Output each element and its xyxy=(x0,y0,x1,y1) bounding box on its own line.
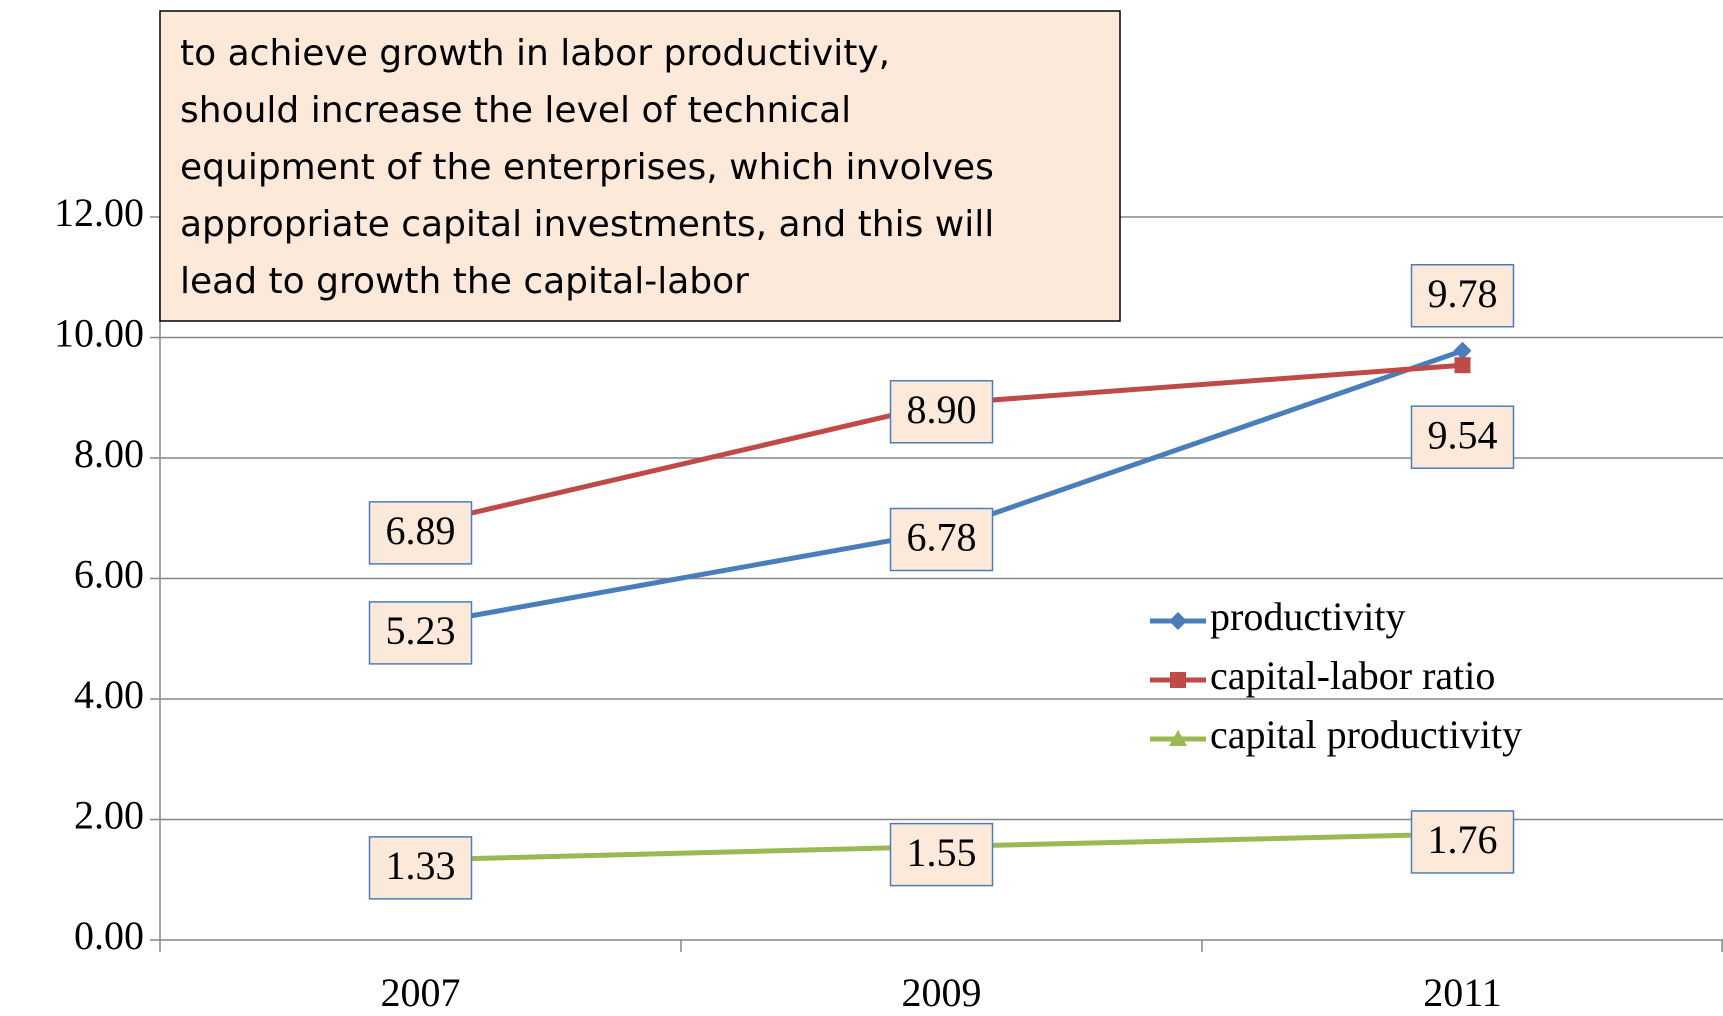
data-label-box xyxy=(368,601,473,665)
data-label: 1.33 xyxy=(368,836,473,900)
legend-label: capital-labor ratio xyxy=(1210,653,1495,698)
data-label-box xyxy=(1410,264,1515,328)
x-tick-label: 2009 xyxy=(902,970,982,1015)
y-tick-label: 4.00 xyxy=(74,672,144,717)
x-tick-label: 2007 xyxy=(381,970,461,1015)
data-label: 6.78 xyxy=(889,507,994,572)
data-label: 1.76 xyxy=(1410,810,1515,874)
y-tick-label: 0.00 xyxy=(74,913,144,958)
marker xyxy=(1170,672,1186,688)
data-label: 8.90 xyxy=(889,380,994,444)
annotation-line: lead to growth the capital-labor xyxy=(180,261,749,302)
marker xyxy=(1454,357,1471,374)
annotation-line: to achieve growth in labor productivity, xyxy=(180,33,890,74)
annotation-line: appropriate capital investments, and thi… xyxy=(180,204,994,245)
y-tick-label: 12.00 xyxy=(54,190,144,235)
data-label: 5.23 xyxy=(368,601,473,665)
data-label-box xyxy=(889,380,994,444)
y-tick-label: 8.00 xyxy=(74,431,144,476)
data-label-text: 9.54 xyxy=(1428,412,1498,457)
data-label-text: 1.33 xyxy=(386,843,456,888)
data-label-box xyxy=(889,822,994,887)
data-label: 6.89 xyxy=(368,501,473,565)
annotation-line: equipment of the enterprises, which invo… xyxy=(180,147,994,188)
data-label-text: 9.78 xyxy=(1428,271,1498,316)
y-tick-label: 2.00 xyxy=(74,793,144,838)
annotation-box xyxy=(159,10,1121,322)
data-label-box xyxy=(1410,810,1515,874)
data-label-box xyxy=(368,836,473,900)
data-label-text: 5.23 xyxy=(386,608,456,653)
legend-label: productivity xyxy=(1210,594,1406,639)
data-label: 1.55 xyxy=(889,822,994,887)
marker xyxy=(1453,341,1472,360)
y-tick-label: 6.00 xyxy=(74,552,144,597)
data-label-box xyxy=(889,507,994,572)
marker xyxy=(1169,612,1187,630)
marker xyxy=(1169,730,1187,746)
y-tick-label: 10.00 xyxy=(54,311,144,356)
data-label-box xyxy=(368,501,473,565)
data-label-text: 8.90 xyxy=(907,387,977,432)
data-label: 9.54 xyxy=(1410,405,1515,469)
data-label: 9.78 xyxy=(1410,264,1515,328)
x-tick-label: 2011 xyxy=(1423,970,1502,1015)
legend-label: capital productivity xyxy=(1210,712,1522,757)
data-label-text: 6.89 xyxy=(386,508,456,553)
data-label-text: 6.78 xyxy=(907,515,977,560)
data-label-text: 1.76 xyxy=(1428,817,1498,862)
annotation-line: should increase the level of technical xyxy=(180,90,851,131)
data-label-box xyxy=(1410,405,1515,469)
data-label-text: 1.55 xyxy=(907,830,977,875)
